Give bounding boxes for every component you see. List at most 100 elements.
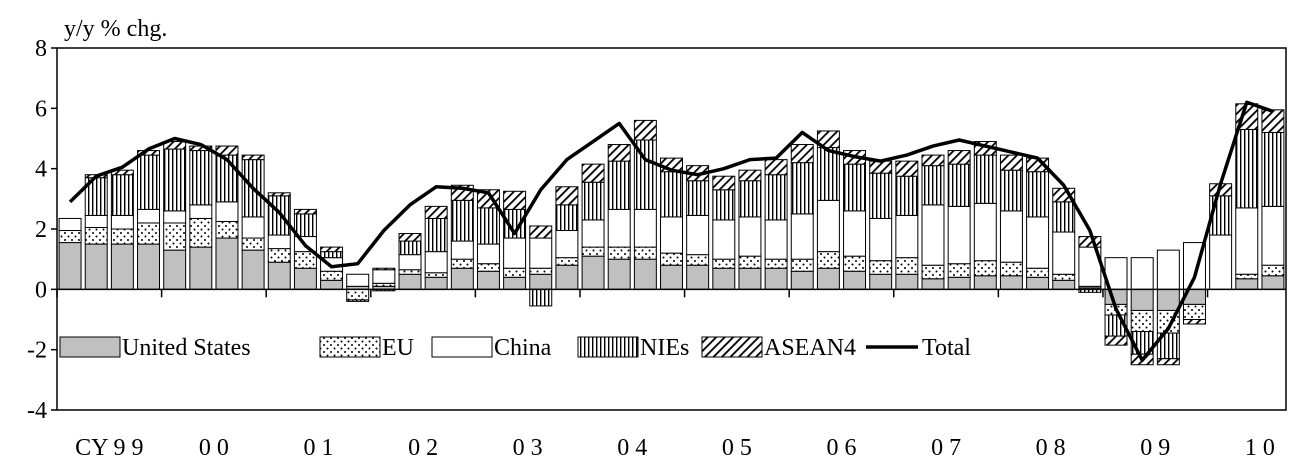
bar-asean4-18	[529, 225, 553, 239]
bar-china-16	[476, 243, 500, 265]
bar-asean4-43	[1183, 319, 1206, 325]
bar-united-states-32	[895, 273, 919, 290]
axes-layer: 8 6 4 2 0 -2 -4 CY 9 9 0 0 0 1 0 2 0 3 0 4 0 5 0 6 0 7 0…	[27, 36, 1287, 461]
bar-nies-20	[581, 181, 605, 221]
bar-united-states-33	[921, 278, 945, 290]
bar-asean4-26	[738, 169, 762, 182]
bar-china-17	[503, 237, 527, 269]
bar-nies-38	[1052, 201, 1076, 233]
bar-nies-35	[973, 154, 997, 204]
bar-united-states-22	[633, 258, 657, 290]
bar-eu-21	[607, 246, 631, 260]
bar-asean4-22	[633, 119, 657, 141]
y-tick-label: 4	[35, 157, 47, 183]
bar-eu-43	[1183, 303, 1206, 321]
bar-china-6	[215, 201, 239, 222]
bar-united-states-38	[1052, 279, 1076, 290]
bar-eu-38	[1052, 273, 1076, 281]
bar-united-states-16	[476, 270, 500, 290]
bar-china-12	[372, 269, 396, 284]
total-line-layer	[68, 100, 1274, 362]
bar-eu-31	[869, 260, 893, 275]
bar-asean4-13	[398, 233, 422, 242]
bar-asean4-7	[241, 154, 265, 161]
bar-asean4-4	[163, 141, 187, 150]
bar-united-states-0	[58, 242, 82, 290]
series-line-total	[68, 100, 1274, 362]
bar-united-states-46	[1261, 275, 1285, 290]
bar-china-7	[241, 216, 265, 239]
bar-asean4-32	[895, 160, 919, 177]
bar-china-0	[58, 217, 82, 232]
bar-nies-11	[346, 299, 370, 302]
legend-swatch-nies	[577, 336, 639, 358]
bar-eu-46	[1261, 264, 1285, 277]
bar-nies-13	[398, 240, 422, 256]
bar-asean4-31	[869, 160, 893, 174]
bar-china-18	[529, 237, 553, 269]
bar-united-states-6	[215, 237, 239, 290]
bar-eu-9	[293, 251, 317, 269]
bar-united-states-4	[163, 249, 187, 290]
bar-asean4-46	[1261, 109, 1285, 133]
bar-asean4-27	[764, 159, 788, 176]
bar-asean4-8	[267, 192, 291, 197]
bar-asean4-21	[607, 144, 631, 162]
bar-united-states-8	[267, 261, 291, 290]
bar-china-21	[607, 208, 631, 248]
bar-china-29	[816, 199, 840, 253]
bar-nies-24	[686, 180, 710, 216]
bar-eu-4	[163, 222, 187, 251]
bar-eu-33	[921, 264, 945, 280]
bar-china-2	[110, 214, 134, 230]
bar-united-states-27	[764, 267, 788, 290]
bar-united-states-23	[660, 264, 683, 290]
bar-china-37	[1026, 216, 1050, 269]
y-tick-label: 2	[35, 217, 47, 243]
bar-united-states-41	[1130, 288, 1154, 311]
legend-swatch-eu	[319, 336, 381, 358]
bar-china-46	[1261, 205, 1285, 266]
bar-china-3	[137, 208, 161, 224]
bar-united-states-9	[293, 267, 317, 290]
bar-nies-18	[529, 288, 553, 307]
bar-eu-41	[1130, 309, 1154, 333]
y-tick-label: 8	[35, 36, 47, 62]
bar-united-states-28	[790, 270, 814, 290]
bar-united-states-37	[1026, 276, 1050, 290]
bar-china-4	[163, 210, 187, 224]
bar-china-35	[973, 202, 997, 262]
bar-asean4-40	[1104, 335, 1128, 346]
x-tick-label: 0 2	[408, 435, 438, 461]
bar-united-states-15	[450, 267, 474, 290]
bar-united-states-29	[816, 267, 840, 290]
bar-china-31	[869, 217, 893, 262]
bar-nies-36	[999, 169, 1023, 212]
bar-china-24	[686, 214, 710, 256]
bar-united-states-7	[241, 249, 265, 290]
y-tick-label: -2	[27, 338, 47, 364]
bar-china-32	[895, 214, 919, 259]
bar-eu-5	[189, 217, 213, 248]
bar-china-34	[947, 205, 971, 265]
bar-eu-36	[999, 261, 1023, 277]
legend-label-united-states: United States	[122, 335, 251, 361]
bar-eu-28	[790, 258, 814, 272]
bar-eu-8	[267, 248, 291, 263]
bar-eu-20	[581, 246, 605, 257]
bar-nies-19	[555, 204, 579, 232]
y-tick-label: 6	[35, 96, 47, 122]
bar-asean4-33	[921, 154, 945, 167]
bar-nies-16	[476, 207, 500, 245]
bar-china-19	[555, 230, 579, 259]
bar-china-36	[999, 210, 1023, 263]
bar-united-states-30	[843, 270, 867, 290]
bar-nies-25	[712, 189, 736, 221]
bar-china-14	[424, 251, 448, 274]
bar-asean4-10	[320, 246, 344, 253]
bar-asean4-12	[372, 267, 396, 271]
x-tick-label: 0 0	[199, 435, 229, 461]
bar-china-15	[450, 240, 474, 260]
bar-eu-30	[843, 255, 867, 272]
